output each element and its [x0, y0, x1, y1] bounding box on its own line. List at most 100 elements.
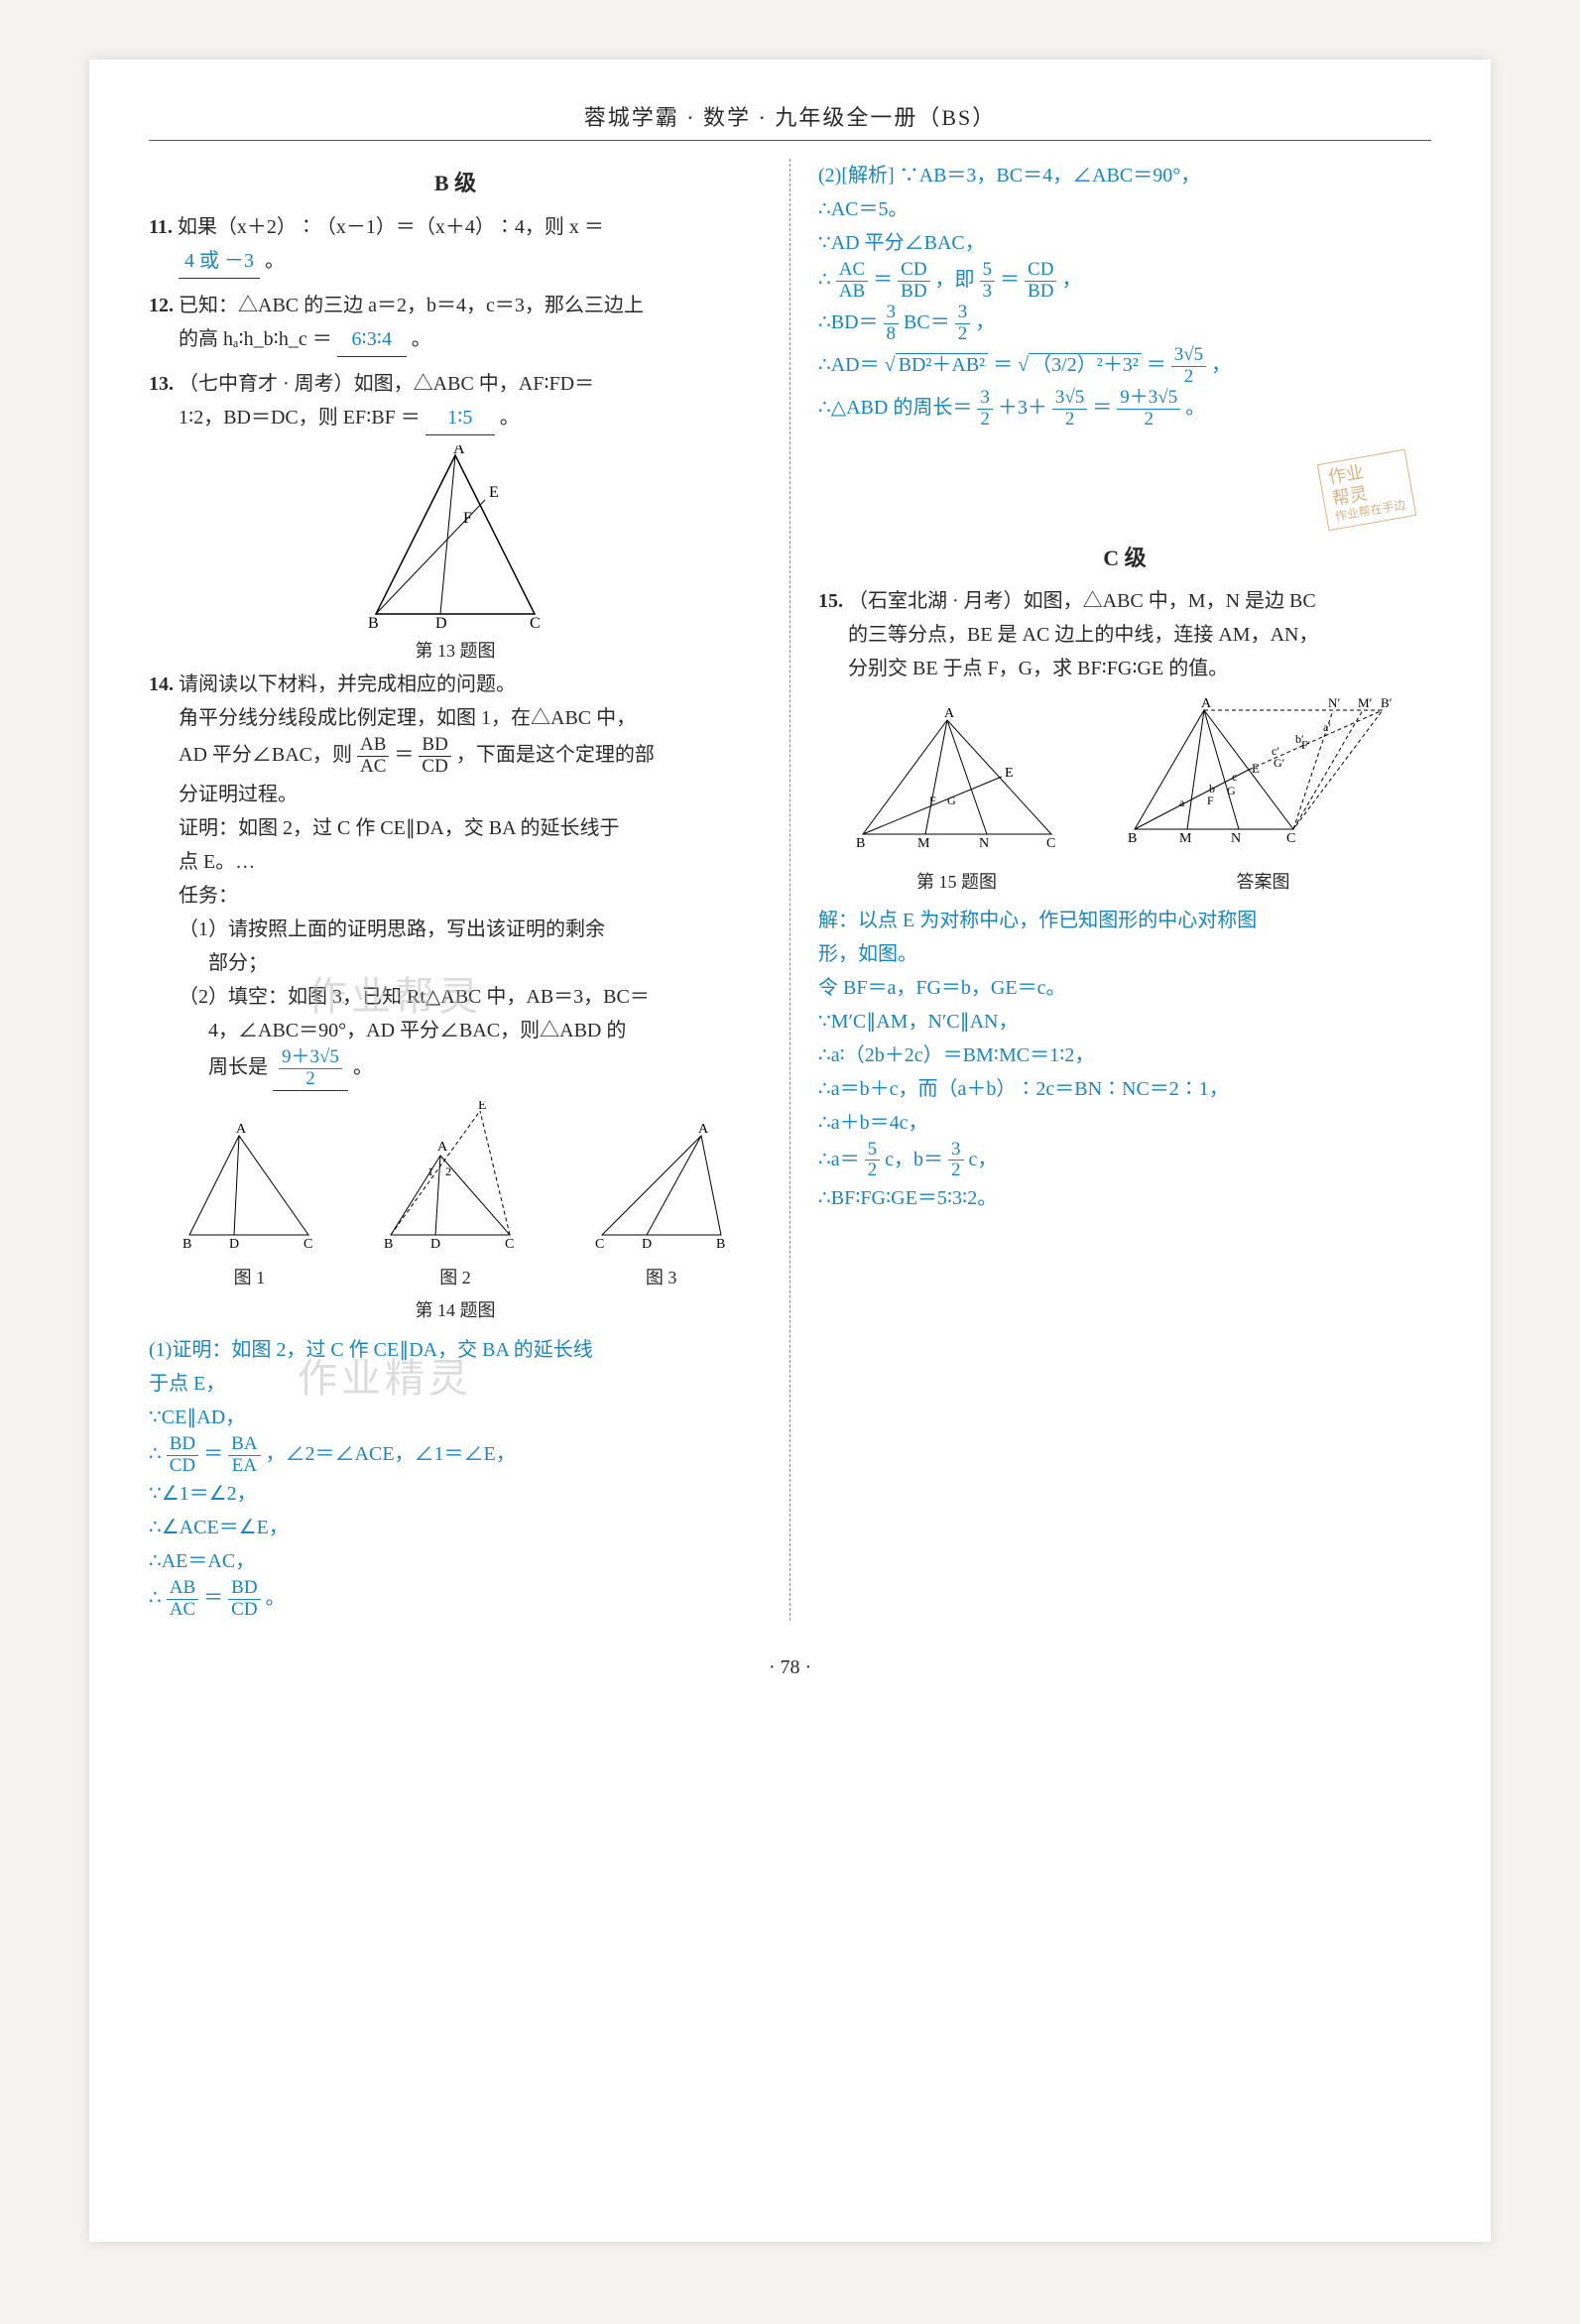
q14-end: 。: [353, 1056, 373, 1078]
q15s8c: c，: [969, 1148, 998, 1169]
question-13: 13. （七中育才 · 周考）如图，△ABC 中，AF∶FD＝ 1∶2，BD＝D…: [149, 367, 762, 435]
q14-l1: 角平分线分线段成比例定理，如图 1，在△ABC 中，: [149, 707, 636, 729]
svg-text:N: N: [1231, 831, 1241, 846]
q14p4f1d: CD: [167, 1456, 198, 1477]
rt5a: ∴BD＝: [818, 311, 879, 333]
columns: B 级 11. 如果（x＋2）∶（x－1）＝（x＋4）∶4，则 x ＝ 4 或 …: [149, 159, 1431, 1620]
rt7a: ∴△ABD 的周长＝: [818, 397, 972, 419]
svg-text:B: B: [856, 836, 865, 851]
q12-end: 。: [412, 328, 431, 350]
figure-15-row: A B M N C E F G 第 15 题图: [818, 695, 1431, 898]
svg-text:A: A: [698, 1122, 709, 1137]
svg-text:C: C: [530, 615, 541, 632]
rt4a: ∴: [818, 269, 831, 291]
q14-task: 任务：: [149, 885, 238, 907]
svg-text:a: a: [1179, 795, 1185, 809]
rt2: ∴AC＝5。: [818, 192, 1431, 226]
svg-text:A: A: [236, 1122, 247, 1137]
rt6e: ，: [1211, 354, 1231, 376]
q14-l9: 周长是: [208, 1056, 268, 1078]
rtf1d: AB: [836, 282, 868, 303]
q14p8f1n: AB: [167, 1578, 198, 1600]
q13-answer: 1∶5: [425, 401, 495, 435]
q14-f1d: AC: [357, 757, 389, 778]
stamp: 作业 帮灵 作业帮在手边: [1317, 449, 1416, 531]
q15s5: ∴a∶（2b＋2c）＝BM∶MC＝1∶2，: [818, 1039, 1431, 1072]
right-column: (2)[解析] ∵AB＝3，BC＝4，∠ABC＝90°， ∴AC＝5。 ∵AD …: [818, 159, 1431, 1620]
svg-text:C: C: [304, 1237, 312, 1250]
svg-text:D: D: [642, 1237, 652, 1250]
rtf7n: 3√5: [1171, 345, 1206, 367]
rtf10n: 9＋3√5: [1117, 388, 1180, 410]
q14-ans-d: 2: [279, 1069, 342, 1090]
q13-num: 13.: [149, 373, 174, 395]
rtf3d: 3: [980, 282, 996, 303]
figure-14-row: A B D C 图 1 E A 1: [149, 1101, 762, 1293]
svg-text:B: B: [1128, 831, 1137, 846]
svg-text:B′: B′: [1381, 695, 1393, 710]
svg-text:B: B: [384, 1237, 393, 1250]
q14-l5: 点 E。…: [149, 851, 255, 873]
q14-num: 14.: [149, 673, 174, 695]
q14-l6b: 部分；: [149, 952, 268, 974]
rtsqrt2: （3/2）²＋3²: [1029, 353, 1142, 376]
watermark-2: 作业精灵: [298, 1345, 472, 1412]
rtf8d: 2: [977, 410, 993, 430]
q14-ans-n: 9＋3√5: [279, 1047, 342, 1069]
q15f1n: 5: [865, 1140, 881, 1162]
rt5e: ，: [975, 311, 995, 333]
q14-l2a: AD 平分∠BAC，则: [179, 744, 352, 766]
svg-text:F: F: [929, 794, 936, 807]
left-column: B 级 11. 如果（x＋2）∶（x－1）＝（x＋4）∶4，则 x ＝ 4 或 …: [149, 159, 762, 1620]
svg-text:C: C: [595, 1237, 604, 1250]
q12-answer: 6∶3∶4: [337, 322, 407, 357]
q15f1d: 2: [865, 1161, 881, 1181]
svg-text:B: B: [182, 1237, 191, 1250]
svg-text:1: 1: [427, 1164, 433, 1178]
q15-l2: 的三等分点，BE 是 AC 边上的中线，连接 AM，AN，: [818, 624, 1318, 646]
q14p4f2n: BA: [228, 1434, 260, 1456]
q14-part2-solution: (2)[解析] ∵AB＝3，BC＝4，∠ABC＝90°， ∴AC＝5。 ∵AD …: [818, 159, 1431, 429]
figure-15-2: A B M N C E a b c c′ b′ a′ F G G: [1125, 695, 1402, 854]
svg-text:A: A: [453, 445, 465, 457]
question-11: 11. 如果（x＋2）∶（x－1）＝（x＋4）∶4，则 x ＝ 4 或 －3 。: [149, 210, 762, 279]
rtf7d: 2: [1171, 367, 1206, 388]
q14-l4: 证明：如图 2，过 C 作 CE∥DA，交 BA 的延长线于: [149, 817, 619, 839]
q15f2n: 3: [948, 1140, 964, 1162]
svg-text:B: B: [716, 1237, 725, 1250]
rteq1: ＝: [873, 269, 893, 291]
rt1: (2)[解析] ∵AB＝3，BC＝4，∠ABC＝90°，: [818, 159, 1431, 192]
rtf5d: 8: [884, 324, 900, 345]
svg-text:F: F: [463, 510, 472, 527]
rt5b: BC＝: [904, 311, 950, 333]
svg-text:D: D: [435, 615, 447, 632]
q14-l6: （1）请按照上面的证明思路，写出该证明的剩余: [149, 918, 605, 940]
q14p8f2n: BD: [228, 1578, 260, 1600]
svg-text:E: E: [1252, 761, 1260, 776]
watermark-1: 作业帮灵: [307, 963, 482, 1031]
svg-text:G′: G′: [1274, 756, 1285, 770]
svg-text:C: C: [1286, 831, 1295, 846]
q12-num: 12.: [149, 295, 174, 316]
rt4b: ，即: [935, 269, 975, 291]
q14-l3: 分证明过程。: [149, 784, 298, 805]
figure-13: A B C D E F 第 13 题图: [149, 445, 762, 667]
rteq5: ＝: [1092, 397, 1112, 419]
page: 蓉城学霸 · 数学 · 九年级全一册（BS） B 级 11. 如果（x＋2）∶（…: [89, 60, 1491, 2242]
svg-text:A: A: [437, 1140, 448, 1155]
q14-f2n: BD: [419, 735, 450, 757]
q14p4f2d: EA: [228, 1456, 260, 1477]
q14p5: ∵∠1＝∠2，: [149, 1477, 762, 1511]
q14p4eq: ＝: [203, 1443, 223, 1465]
q15s8a: ∴a＝: [818, 1148, 860, 1169]
q14p8f2d: CD: [228, 1600, 260, 1621]
svg-text:E: E: [489, 484, 499, 501]
rtf6d: 2: [955, 324, 971, 345]
q11-end: 。: [265, 250, 285, 272]
rteq3: ＝: [993, 354, 1013, 376]
rtf2n: CD: [898, 260, 929, 282]
level-b-heading: B 级: [149, 165, 762, 201]
cap-fig3: 图 3: [587, 1263, 736, 1293]
q15s6: ∴a＝b＋c，而（a＋b）∶2c＝BN∶NC＝2∶1，: [818, 1072, 1431, 1106]
q15s1: 解：以点 E 为对称中心，作已知图形的中心对称图: [818, 904, 1431, 937]
